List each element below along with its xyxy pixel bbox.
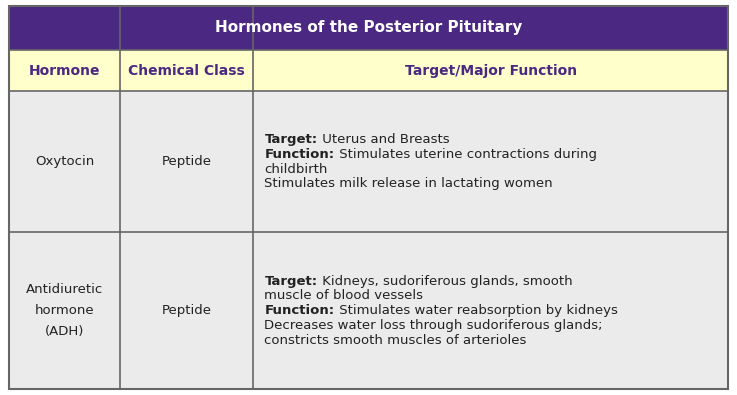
Text: Function:: Function:: [265, 148, 335, 161]
Text: Hormones of the Posterior Pituitary: Hormones of the Posterior Pituitary: [214, 21, 523, 36]
Text: Peptide: Peptide: [162, 155, 212, 168]
Text: Oxytocin: Oxytocin: [35, 155, 94, 168]
Text: Kidneys, sudoriferous glands, smooth: Kidneys, sudoriferous glands, smooth: [318, 275, 572, 288]
Text: constricts smooth muscles of arterioles: constricts smooth muscles of arterioles: [265, 334, 527, 347]
Text: Function:: Function:: [265, 304, 335, 317]
Bar: [254, 50, 728, 91]
Text: Target:: Target:: [265, 133, 318, 146]
Text: Stimulates milk release in lactating women: Stimulates milk release in lactating wom…: [265, 177, 553, 190]
Bar: [254, 91, 728, 232]
Text: Decreases water loss through sudoriferous glands;: Decreases water loss through sudoriferou…: [265, 319, 603, 332]
Text: Hormone: Hormone: [29, 64, 100, 78]
Text: Stimulates water reabsorption by kidneys: Stimulates water reabsorption by kidneys: [335, 304, 618, 317]
Text: Target/Major Function: Target/Major Function: [405, 64, 577, 78]
Text: Antidiuretic
hormone
(ADH): Antidiuretic hormone (ADH): [26, 283, 103, 338]
Text: muscle of blood vessels: muscle of blood vessels: [265, 290, 424, 303]
Bar: [9, 91, 120, 232]
Text: Target:: Target:: [265, 275, 318, 288]
Bar: [9, 6, 728, 50]
Text: Chemical Class: Chemical Class: [128, 64, 245, 78]
Bar: [254, 232, 728, 389]
Bar: [120, 91, 254, 232]
Text: Peptide: Peptide: [162, 304, 212, 317]
Bar: [120, 232, 254, 389]
Bar: [9, 232, 120, 389]
Bar: [9, 50, 120, 91]
Bar: [120, 50, 254, 91]
Text: Stimulates uterine contractions during: Stimulates uterine contractions during: [335, 148, 596, 161]
Text: childbirth: childbirth: [265, 163, 328, 176]
Text: Uterus and Breasts: Uterus and Breasts: [318, 133, 450, 146]
